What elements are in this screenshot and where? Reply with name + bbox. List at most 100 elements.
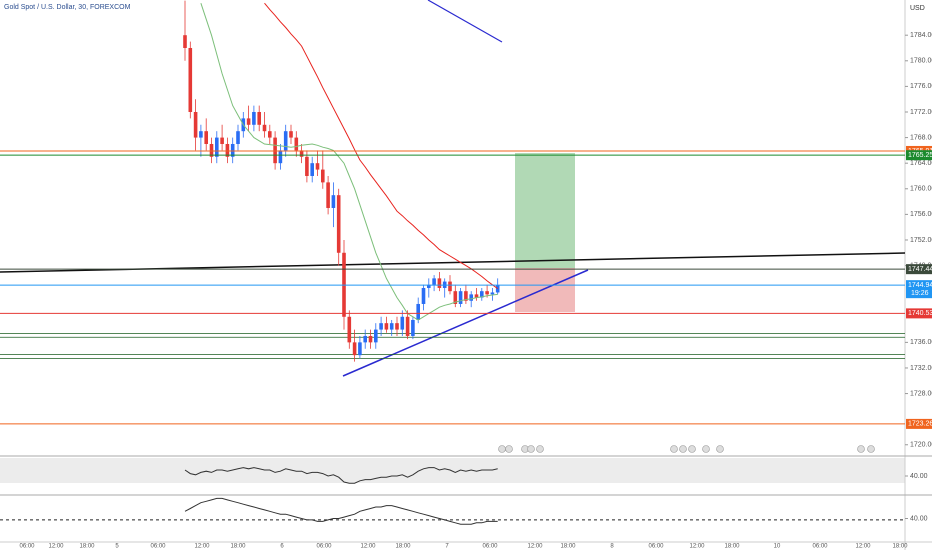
candle-body	[458, 291, 463, 304]
candle-body	[495, 285, 500, 293]
candle-body	[326, 182, 330, 208]
candle-body	[220, 137, 224, 144]
candle-body	[315, 163, 320, 170]
x-tick-label: 12:00	[855, 544, 871, 550]
candle-body	[283, 131, 288, 151]
candle-body	[490, 292, 495, 295]
y-tick-label: 1732.00	[910, 365, 932, 372]
x-tick-label: 8	[610, 544, 614, 550]
price-label-box	[906, 150, 932, 161]
candle-body	[363, 335, 367, 343]
candle-body	[321, 169, 325, 183]
candle-body	[379, 323, 383, 330]
candle-body	[453, 291, 458, 304]
candle-body	[352, 342, 357, 356]
currency: USD	[910, 5, 925, 12]
candle-body	[204, 131, 208, 144]
x-tick-label: 06:00	[19, 544, 35, 550]
candle-body	[215, 137, 219, 157]
candle-body	[374, 329, 378, 343]
x-tick-label: 18:00	[560, 544, 576, 550]
y-tick-label: 1760.00	[910, 186, 932, 193]
trend-line	[427, 0, 503, 43]
x-tick-label: 06:00	[316, 544, 332, 550]
candle-body	[193, 111, 198, 138]
x-tick-label: 10	[774, 544, 781, 550]
candle-body	[421, 287, 426, 304]
candle-body	[437, 278, 442, 288]
price-label-box	[906, 264, 932, 275]
osc-line	[184, 497, 498, 525]
candle-body	[299, 150, 304, 157]
candle-body	[262, 124, 267, 132]
candle-body	[252, 111, 256, 125]
y-tick-label: 1736.00	[910, 339, 932, 346]
candle-body	[416, 303, 420, 320]
y-tick-label: 40.00	[910, 473, 928, 480]
profit-zone	[515, 153, 575, 268]
candle-body	[199, 131, 203, 138]
candle-body	[331, 195, 336, 208]
x-tick-label: 12:00	[194, 544, 210, 550]
y-tick-label: 1768.00	[910, 134, 932, 141]
candle-body	[432, 278, 436, 285]
price-label-box	[906, 418, 932, 429]
x-tick-label: 06:00	[812, 544, 828, 550]
y-tick-label: 1720.00	[910, 442, 932, 449]
candle-body	[336, 195, 341, 253]
candle-body	[236, 131, 240, 144]
loss-zone	[515, 268, 575, 312]
price-label: 1765.25	[908, 152, 932, 159]
candle-body	[225, 143, 230, 157]
candle-body	[464, 291, 468, 301]
candle-body	[209, 143, 214, 157]
x-tick-label: 12:00	[48, 544, 64, 550]
price-label: 1723.26	[908, 421, 932, 428]
candle-body	[411, 319, 415, 336]
x-tick-label: 12:00	[360, 544, 376, 550]
candle-body	[310, 163, 314, 176]
candle-body	[268, 131, 272, 138]
candle-body	[273, 137, 277, 164]
candle-body	[400, 316, 405, 330]
candle-body	[257, 111, 261, 125]
x-tick-label: 18:00	[230, 544, 246, 550]
candle-body	[347, 316, 352, 343]
x-tick-label: 12:00	[689, 544, 705, 550]
y-tick-label: 1752.00	[910, 237, 932, 244]
y-tick-label: 1780.00	[910, 58, 932, 65]
rsi-line	[184, 467, 498, 484]
x-tick-label: 06:00	[482, 544, 498, 550]
y-tick-label: 1728.00	[910, 390, 932, 397]
candle-body	[294, 137, 299, 151]
x-tick-label: 12:00	[527, 544, 543, 550]
candle-body	[448, 281, 452, 292]
x-tick-label: 5	[115, 544, 119, 550]
candle-body	[395, 323, 399, 330]
moving-average	[200, 3, 498, 321]
candle-body	[183, 35, 187, 48]
x-tick-label: 18:00	[724, 544, 740, 550]
candle-body	[230, 143, 235, 157]
marks	[0, 0, 905, 362]
x-tick-label: 06:00	[150, 544, 166, 550]
price-label-box	[906, 280, 932, 299]
candle-body	[305, 156, 309, 176]
y-tick-label: 1776.00	[910, 83, 932, 90]
event-icons	[498, 445, 875, 453]
candle-body	[469, 294, 473, 301]
chart-title: Gold Spot / U.S. Dollar, 30, FOREXCOM	[4, 4, 131, 11]
candle-body	[405, 316, 410, 336]
x-tick-label: 7	[445, 544, 449, 550]
price-label-box	[906, 308, 932, 319]
candle-body	[480, 291, 484, 298]
x-tick-label: 6	[280, 544, 284, 550]
moving-average	[264, 2, 498, 290]
rsi-band	[0, 458, 905, 483]
candle-body	[485, 291, 489, 295]
x-tick-label: 06:00	[648, 544, 664, 550]
x-tick-label: 18:00	[395, 544, 411, 550]
price-label: 1747.44	[908, 266, 932, 273]
price-label: 1744.94	[908, 282, 932, 289]
y-tick-label: 1764.00	[910, 160, 932, 167]
